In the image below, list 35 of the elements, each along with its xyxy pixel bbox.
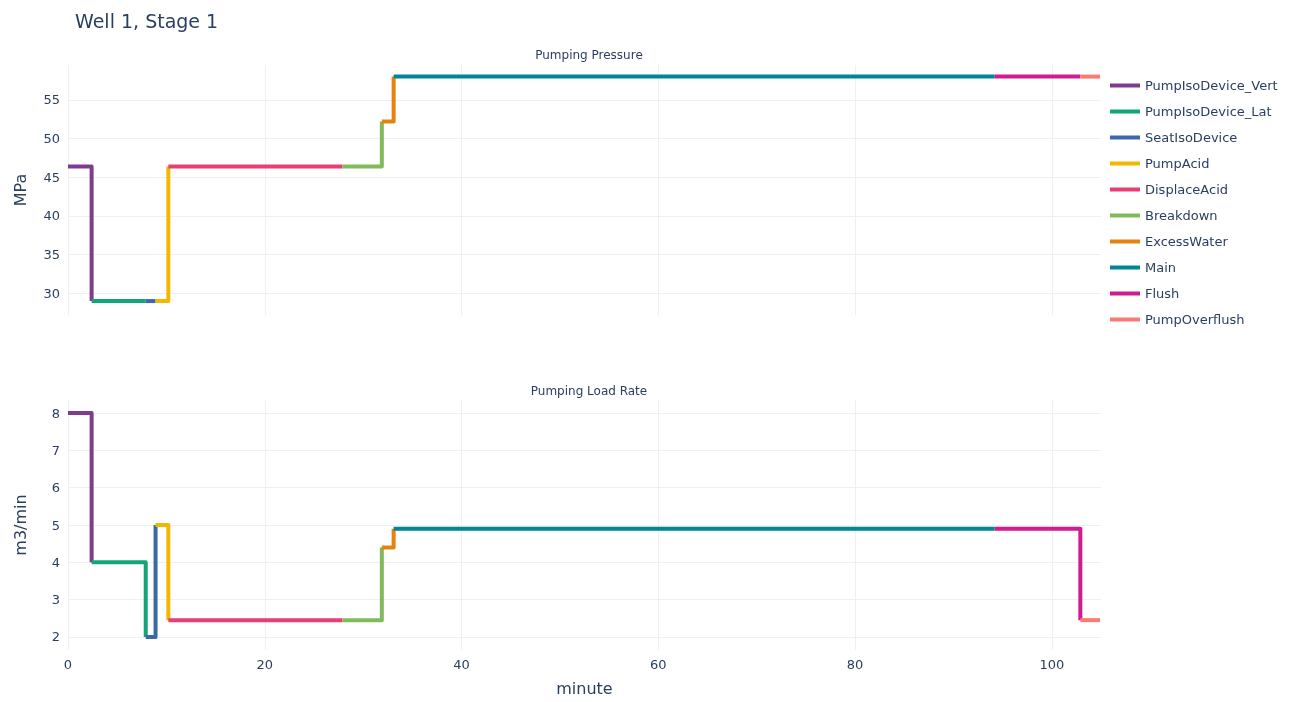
legend-label: PumpOverflush [1145, 312, 1245, 327]
x-axis-title: minute [556, 678, 613, 698]
y-tick-label: 6 [51, 480, 60, 496]
legend-label: DisplaceAcid [1145, 182, 1229, 197]
x-tick-label: 60 [650, 657, 667, 672]
legend-label: PumpAcid [1145, 156, 1210, 171]
x-tick-label: 0 [63, 657, 73, 672]
chart-subtitle: Pumping Pressure [535, 48, 643, 62]
y-tick-label: 40 [43, 208, 60, 224]
legend-label: PumpIsoDevice_Vert [1145, 78, 1278, 93]
y-axis-title: m3/min [10, 494, 30, 556]
chart-title: Well 1, Stage 1 [75, 9, 219, 32]
legend-label: Flush [1145, 286, 1180, 301]
y-tick-label: 50 [43, 131, 60, 147]
y-tick-label: 7 [51, 442, 60, 458]
y-tick-label: 45 [43, 169, 60, 185]
legend-label: PumpIsoDevice_Lat [1145, 104, 1272, 119]
y-axis-title: MPa [10, 173, 30, 207]
x-tick-label: 40 [453, 657, 470, 672]
legend-label: Main [1145, 260, 1177, 275]
y-tick-label: 30 [43, 285, 60, 301]
y-tick-label: 3 [51, 592, 60, 608]
legend-label: Breakdown [1145, 208, 1218, 223]
y-tick-label: 35 [43, 247, 60, 263]
y-tick-label: 55 [43, 92, 60, 108]
x-tick-label: 80 [846, 657, 864, 672]
legend-label: SeatIsoDevice [1145, 130, 1238, 145]
y-tick-label: 4 [51, 554, 60, 570]
chart-title: Pumping Load Rate [530, 384, 648, 398]
x-tick-label: 20 [256, 657, 274, 672]
y-tick-label: 8 [51, 405, 60, 421]
x-tick-label: 100 [1039, 657, 1065, 672]
y-tick-label: 2 [51, 629, 60, 645]
y-tick-label: 5 [51, 517, 60, 533]
legend-label: ExcessWater [1145, 234, 1229, 249]
